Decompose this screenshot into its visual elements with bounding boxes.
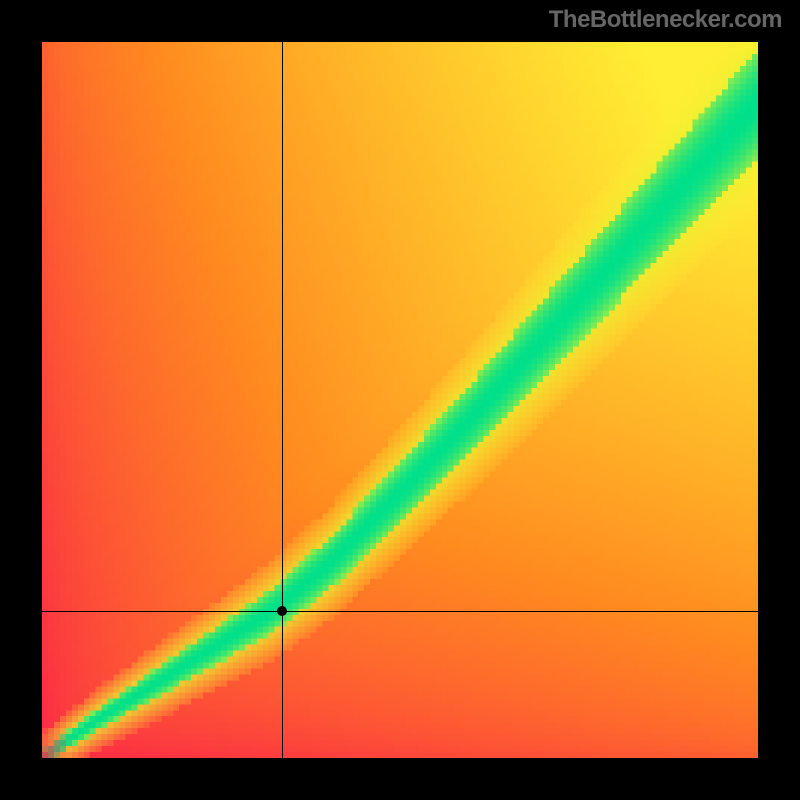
crosshair-horizontal: [42, 611, 758, 612]
crosshair-marker: [277, 606, 287, 616]
heatmap-canvas: [42, 42, 758, 758]
crosshair-vertical: [282, 42, 283, 758]
watermark-text: TheBottlenecker.com: [549, 6, 782, 34]
heatmap-plot: [42, 42, 758, 758]
